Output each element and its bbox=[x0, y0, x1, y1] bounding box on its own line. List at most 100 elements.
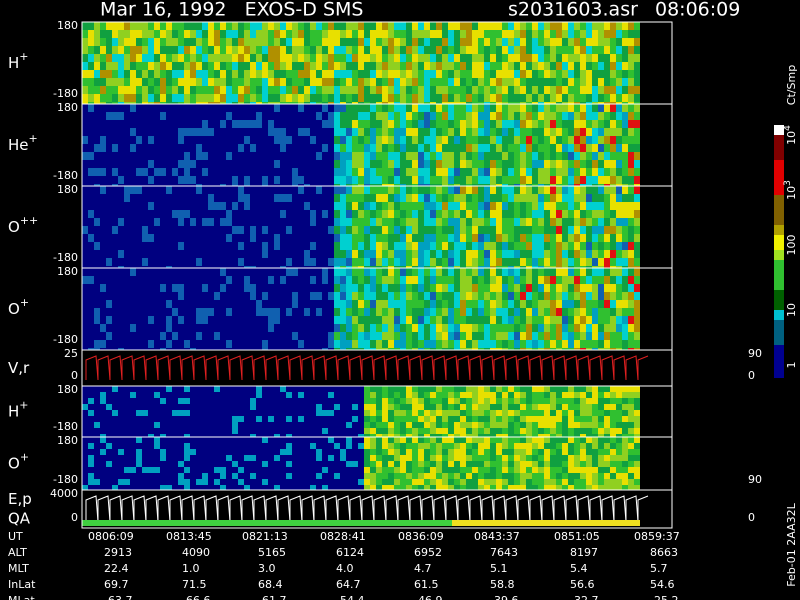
spectrogram-cell bbox=[298, 340, 304, 348]
spectrogram-cell bbox=[538, 258, 544, 266]
spectrogram-cell bbox=[220, 234, 226, 242]
spectrogram-cell bbox=[184, 284, 190, 292]
spectrogram-cell bbox=[178, 104, 184, 112]
spectrogram-cell bbox=[448, 284, 454, 292]
spectrogram-cell bbox=[250, 416, 256, 422]
spectrogram-cell bbox=[418, 300, 424, 308]
spectrogram-cell bbox=[280, 202, 286, 210]
spectrogram-cell bbox=[226, 300, 232, 308]
spectrogram-cell bbox=[346, 38, 352, 46]
spectrogram-cell bbox=[424, 284, 430, 292]
spectrogram-cell bbox=[424, 386, 430, 392]
spectrogram-cell bbox=[88, 300, 94, 308]
spectrogram-cell bbox=[220, 218, 226, 226]
spectrogram-cell bbox=[256, 348, 262, 350]
spectrogram-cell bbox=[292, 184, 298, 186]
spectrogram-cell bbox=[202, 258, 208, 266]
spectrogram-cell bbox=[232, 284, 238, 292]
spectrogram-cell bbox=[88, 22, 94, 30]
spectrogram-cell bbox=[478, 392, 484, 398]
spectrogram-cell bbox=[340, 86, 346, 94]
spectrogram-cell bbox=[394, 258, 400, 266]
spectrogram-cell bbox=[496, 30, 502, 38]
spectrogram-cell bbox=[604, 160, 610, 168]
spectrogram-cell bbox=[520, 276, 526, 284]
spectrogram-cell bbox=[202, 54, 208, 62]
spectrogram-cell bbox=[610, 186, 616, 194]
spectrogram-cell bbox=[544, 226, 550, 234]
spectrogram-cell bbox=[118, 120, 124, 128]
spectrogram-cell bbox=[406, 242, 412, 250]
spectrogram-cell bbox=[598, 136, 604, 144]
spectrogram-cell bbox=[244, 176, 250, 184]
spectrogram-cell bbox=[514, 136, 520, 144]
spectrogram-cell bbox=[124, 266, 130, 268]
axis-bottom: -180 bbox=[53, 333, 78, 346]
spectrogram-cell bbox=[178, 268, 184, 276]
spectrogram-cell bbox=[262, 210, 268, 218]
spectrogram-cell bbox=[466, 428, 472, 434]
spectrogram-cell bbox=[418, 218, 424, 226]
spectrogram-cell bbox=[82, 186, 88, 194]
spectrogram-cell bbox=[316, 242, 322, 250]
spectrogram-cell bbox=[196, 152, 202, 160]
spectrogram-cell bbox=[496, 86, 502, 94]
spectrogram-cell bbox=[442, 186, 448, 194]
spectrogram-cell bbox=[394, 266, 400, 268]
spectrogram-cell bbox=[382, 250, 388, 258]
spectrogram-cell bbox=[526, 102, 532, 104]
spectrogram-cell bbox=[634, 332, 640, 340]
spectrogram-cell bbox=[166, 102, 172, 104]
spectrogram-cell bbox=[508, 184, 514, 186]
spectrogram-cell bbox=[454, 332, 460, 340]
spectrogram-cell bbox=[484, 242, 490, 250]
spectrogram-cell bbox=[358, 308, 364, 316]
spectrogram-cell bbox=[88, 202, 94, 210]
spectrogram-cell bbox=[544, 144, 550, 152]
spectrogram-cell bbox=[160, 176, 166, 184]
spectrogram-cell bbox=[136, 292, 142, 300]
spectrogram-cell bbox=[430, 128, 436, 136]
spectrogram-cell bbox=[448, 300, 454, 308]
spectrogram-cell bbox=[418, 112, 424, 120]
spectrogram-cell bbox=[292, 276, 298, 284]
spectrogram-cell bbox=[442, 184, 448, 186]
spectrogram-cell bbox=[370, 160, 376, 168]
spectrogram-cell bbox=[184, 184, 190, 186]
spectrogram-cell bbox=[250, 70, 256, 78]
spectrogram-cell bbox=[394, 94, 400, 102]
spectrogram-cell bbox=[472, 258, 478, 266]
spectrogram-cell bbox=[136, 434, 142, 437]
spectrogram-cell bbox=[616, 186, 622, 194]
spectrogram-cell bbox=[604, 184, 610, 186]
spectrogram-cell bbox=[352, 78, 358, 86]
spectrogram-cell bbox=[340, 226, 346, 234]
spectrogram-cell bbox=[178, 242, 184, 250]
spectrogram-cell bbox=[244, 234, 250, 242]
spectrogram-cell bbox=[544, 258, 550, 266]
spectrogram-cell bbox=[304, 422, 310, 428]
spectrogram-cell bbox=[94, 479, 100, 485]
spectrogram-cell bbox=[280, 128, 286, 136]
spectrogram-cell bbox=[94, 210, 100, 218]
spectrogram-cell bbox=[202, 22, 208, 30]
spectrogram-cell bbox=[460, 308, 466, 316]
spectrogram-cell bbox=[148, 340, 154, 348]
spectrogram-cell bbox=[118, 398, 124, 404]
spectrogram-cell bbox=[484, 316, 490, 324]
spectrogram-cell bbox=[418, 168, 424, 176]
spectrogram-cell bbox=[112, 160, 118, 168]
spectrogram-cell bbox=[160, 242, 166, 250]
spectrogram-cell bbox=[388, 316, 394, 324]
spectrogram-cell bbox=[226, 434, 232, 437]
spectrogram-cell bbox=[286, 136, 292, 144]
spectrogram-cell bbox=[550, 340, 556, 348]
spectrogram-cell bbox=[364, 324, 370, 332]
spectrogram-cell bbox=[346, 94, 352, 102]
spectrogram-cell bbox=[478, 62, 484, 70]
spectrogram-cell bbox=[430, 276, 436, 284]
spectrogram-cell bbox=[556, 102, 562, 104]
spectrogram-cell bbox=[118, 46, 124, 54]
spectrogram-cell bbox=[556, 78, 562, 86]
spectrogram-cell bbox=[604, 332, 610, 340]
